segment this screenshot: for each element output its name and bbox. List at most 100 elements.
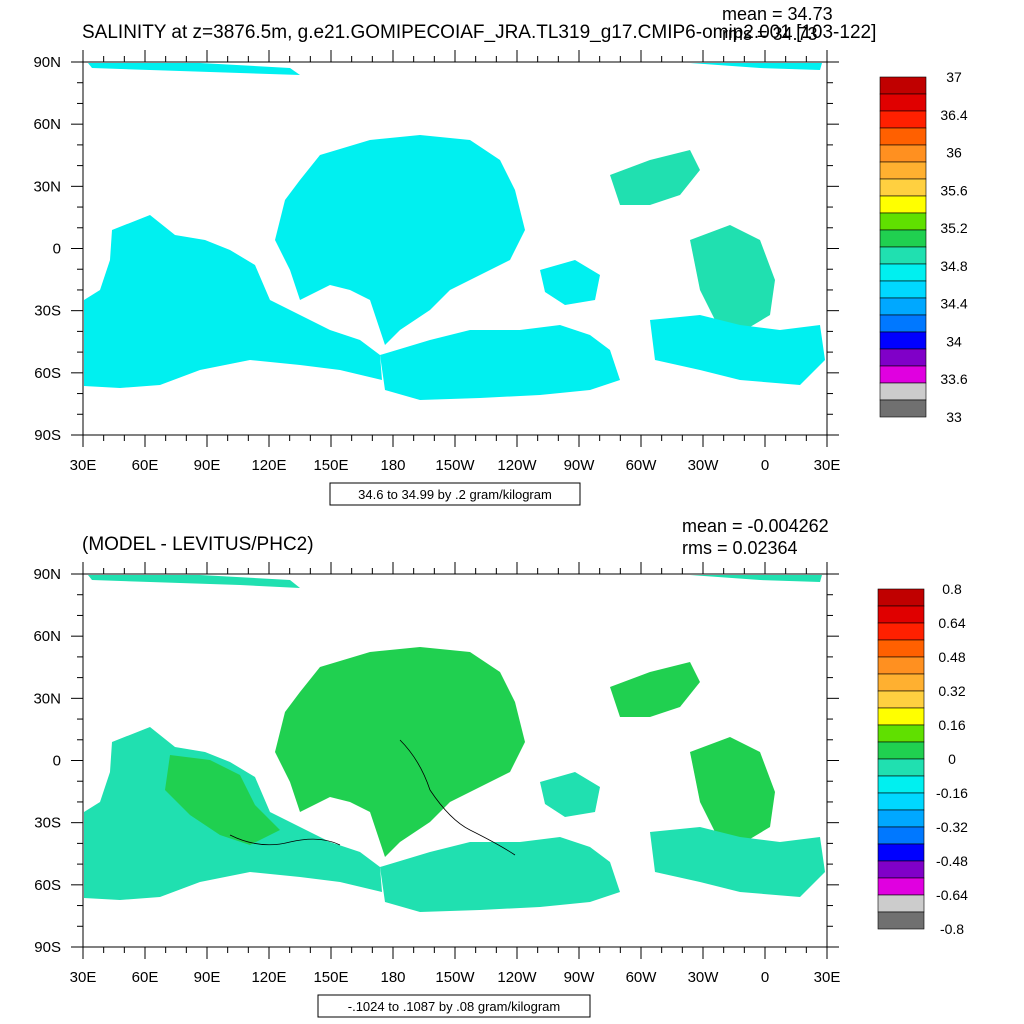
colorbar-swatch (879, 93, 927, 112)
colorbar-swatch (877, 775, 925, 794)
north-atlantic-region (610, 662, 700, 717)
x-tick-label: 120E (251, 457, 286, 474)
y-axis: 90N 60N 30N 0 30S 60S 90S (33, 566, 839, 956)
colorbar-swatch (879, 127, 927, 146)
pacific-region (275, 647, 525, 857)
colorbar-label: 33.6 (940, 371, 967, 387)
colorbar-label: 35.6 (940, 182, 967, 198)
x-tick-label: 30E (70, 457, 97, 474)
x-tick-label: 150W (435, 969, 475, 986)
x-tick-label: 0 (761, 969, 769, 986)
indian-ocean-region (84, 215, 382, 388)
colorbar-label: 37 (946, 69, 962, 85)
x-tick-label: 180 (380, 969, 405, 986)
y-tick-label: 60S (34, 365, 61, 382)
rms-stat: rms = 0.02364 (682, 538, 798, 558)
central-atlantic-region (690, 225, 775, 330)
colorbar-swatch (879, 212, 927, 231)
arctic-sea-ice-strip (88, 63, 300, 75)
arctic-sea-ice-strip (88, 575, 300, 588)
colorbar-swatch (877, 911, 925, 930)
x-tick-label: 150W (435, 457, 475, 474)
colorbar-label: 0.48 (938, 649, 965, 665)
x-tick-label: 30W (688, 969, 720, 986)
colorbar-label: -0.32 (936, 819, 968, 835)
colorbar-swatch (879, 297, 927, 316)
colorbar-label: -0.48 (936, 853, 968, 869)
x-tick-label: 120W (497, 457, 537, 474)
x-tick-label: 90W (564, 457, 596, 474)
x-tick-label: 30E (70, 969, 97, 986)
y-tick-label: 90S (34, 427, 61, 444)
pacific-region (275, 135, 525, 345)
x-tick-label: 150E (313, 457, 348, 474)
colorbar-swatch (877, 741, 925, 760)
mean-stat: mean = -0.004262 (682, 516, 829, 536)
contour-info-text: 34.6 to 34.99 by .2 gram/kilogram (358, 487, 552, 502)
colorbar-swatch (877, 843, 925, 862)
indian-ocean-positive-patch (165, 755, 280, 845)
x-tick-label: 90E (194, 969, 221, 986)
y-tick-label: 30N (33, 690, 61, 707)
colorbar-swatch (877, 792, 925, 811)
y-tick-label: 30S (34, 815, 61, 832)
zero-contour (399, 739, 516, 856)
colorbar-swatch (877, 588, 925, 607)
x-tick-label: 90E (194, 457, 221, 474)
arctic-strip-east (690, 575, 822, 582)
x-tick-label: 150E (313, 969, 348, 986)
map-field (84, 63, 825, 400)
x-tick-label: 120W (497, 969, 537, 986)
colorbar-swatch (877, 690, 925, 709)
panel-model-minus-levitus: (MODEL - LEVITUS/PHC2) mean = -0.004262 … (33, 516, 968, 1018)
colorbar-swatch (879, 263, 927, 282)
colorbar: 37 36.4 36 35.6 35.2 34.8 34.4 34 33.6 33 (879, 69, 968, 425)
y-tick-label: 90N (33, 566, 61, 583)
colorbar-label: 0 (948, 751, 956, 767)
y-tick-label: 90N (33, 54, 61, 71)
x-tick-label: 60E (132, 969, 159, 986)
colorbar-swatch (879, 246, 927, 265)
y-tick-label: 60S (34, 877, 61, 894)
colorbar-swatch (877, 758, 925, 777)
colorbar-swatch (877, 826, 925, 845)
colorbar-swatch (877, 656, 925, 675)
panel-title: (MODEL - LEVITUS/PHC2) (82, 534, 314, 555)
colorbar-label: -0.16 (936, 785, 968, 801)
colorbar-swatch (877, 605, 925, 624)
colorbar-swatch (877, 622, 925, 641)
colorbar-swatch (879, 382, 927, 401)
colorbar-swatch (877, 860, 925, 879)
y-tick-label: 30S (34, 303, 61, 320)
y-tick-label: 0 (53, 241, 61, 258)
colorbar-swatch (879, 280, 927, 299)
southern-ocean-region (380, 325, 620, 400)
x-tick-label: 120E (251, 969, 286, 986)
colorbar-swatch (879, 178, 927, 197)
y-tick-label: 60N (33, 628, 61, 645)
colorbar-label: 34.4 (940, 296, 967, 312)
colorbar-label: 0.32 (938, 683, 965, 699)
colorbar: 0.8 0.64 0.48 0.32 0.16 0 -0.16 -0.32 -0.48 -0.64… (877, 581, 968, 937)
y-tick-label: 90S (34, 939, 61, 956)
colorbar-label: 0.16 (938, 717, 965, 733)
colorbar-swatch (877, 639, 925, 658)
colorbar-swatch (879, 399, 927, 418)
panel-title: SALINITY at z=3876.5m, g.e21.GOMIPECOIAF… (82, 22, 876, 43)
colorbar-swatch (877, 707, 925, 726)
x-tick-label: 90W (564, 969, 596, 986)
colorbar-swatch (879, 110, 927, 129)
colorbar-swatch (879, 314, 927, 333)
y-tick-label: 60N (33, 116, 61, 133)
panel-salinity: SALINITY at z=3876.5m, g.e21.GOMIPECOIAF… (33, 4, 968, 506)
colorbar-label: 34.8 (940, 258, 967, 274)
colorbar-label: -0.8 (940, 921, 964, 937)
southern-ocean-region (380, 837, 620, 912)
north-atlantic-region (610, 150, 700, 205)
colorbar-swatch (879, 195, 927, 214)
x-tick-label: 60E (132, 457, 159, 474)
east-pacific-patch (540, 260, 600, 305)
y-tick-label: 0 (53, 753, 61, 770)
map-field (84, 575, 825, 912)
